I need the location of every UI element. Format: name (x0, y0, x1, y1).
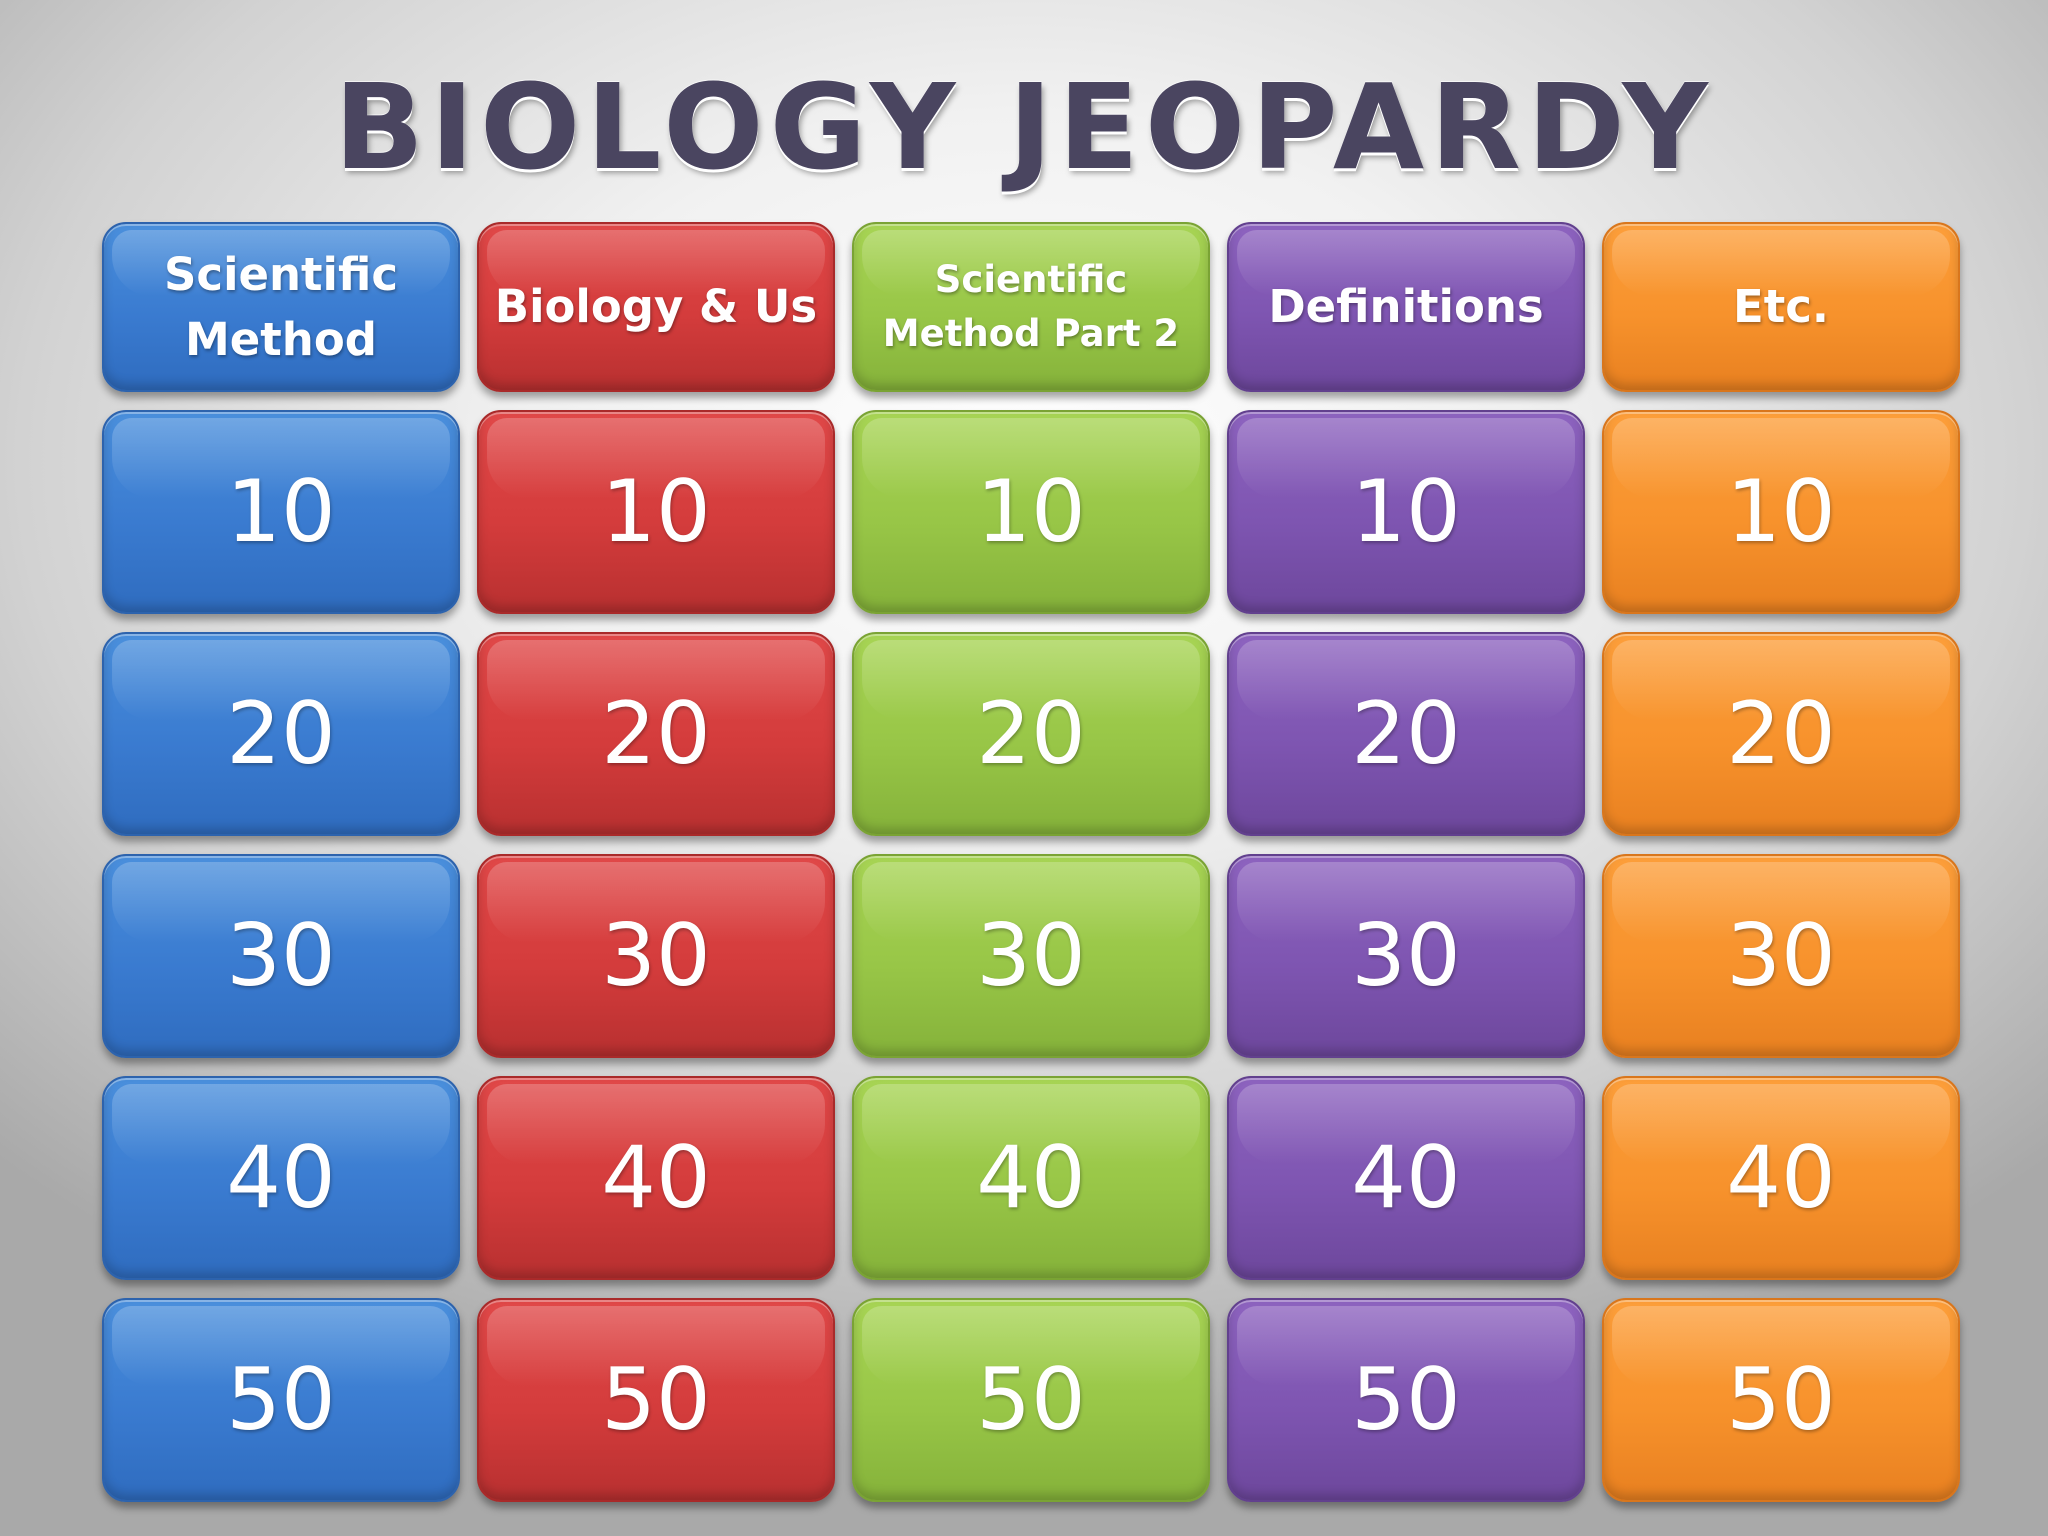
game-title: BIOLOGY JEOPARDY (334, 58, 1714, 196)
question-tile-scientific-method-part-2-10[interactable]: 10 (852, 410, 1210, 614)
category-header-biology-and-us[interactable]: Biology & Us (477, 222, 835, 392)
category-header-definitions[interactable]: Definitions (1227, 222, 1585, 392)
point-value: 30 (1351, 906, 1461, 1006)
question-tile-definitions-20[interactable]: 20 (1227, 632, 1585, 836)
point-value: 50 (1726, 1350, 1836, 1450)
question-tile-etc-10[interactable]: 10 (1602, 410, 1960, 614)
point-value: 30 (976, 906, 1086, 1006)
question-tile-biology-and-us-40[interactable]: 40 (477, 1076, 835, 1280)
question-tile-biology-and-us-10[interactable]: 10 (477, 410, 835, 614)
category-header-etc[interactable]: Etc. (1602, 222, 1960, 392)
point-value: 10 (1726, 462, 1836, 562)
question-tile-scientific-method-part-2-50[interactable]: 50 (852, 1298, 1210, 1502)
category-label: Scientific Method Part 2 (882, 258, 1180, 355)
point-value: 10 (226, 462, 336, 562)
category-header-scientific-method-part-2[interactable]: Scientific Method Part 2 (852, 222, 1210, 392)
point-value: 50 (976, 1350, 1086, 1450)
question-tile-definitions-30[interactable]: 30 (1227, 854, 1585, 1058)
question-tile-etc-30[interactable]: 30 (1602, 854, 1960, 1058)
category-label: Definitions (1268, 280, 1544, 334)
point-value: 50 (601, 1350, 711, 1450)
point-value: 40 (226, 1128, 336, 1228)
point-value: 40 (601, 1128, 711, 1228)
question-tile-biology-and-us-30[interactable]: 30 (477, 854, 835, 1058)
point-value: 20 (601, 684, 711, 784)
question-tile-definitions-40[interactable]: 40 (1227, 1076, 1585, 1280)
point-value: 40 (1351, 1128, 1461, 1228)
question-tile-scientific-method-30[interactable]: 30 (102, 854, 460, 1058)
question-tile-scientific-method-10[interactable]: 10 (102, 410, 460, 614)
point-value: 10 (601, 462, 711, 562)
question-tile-biology-and-us-20[interactable]: 20 (477, 632, 835, 836)
point-value: 20 (1726, 684, 1836, 784)
question-tile-scientific-method-20[interactable]: 20 (102, 632, 460, 836)
point-value: 40 (976, 1128, 1086, 1228)
question-tile-definitions-10[interactable]: 10 (1227, 410, 1585, 614)
point-value: 40 (1726, 1128, 1836, 1228)
question-tile-scientific-method-part-2-30[interactable]: 30 (852, 854, 1210, 1058)
category-label: Biology & Us (494, 280, 818, 334)
question-tile-etc-50[interactable]: 50 (1602, 1298, 1960, 1502)
question-tile-biology-and-us-50[interactable]: 50 (477, 1298, 835, 1502)
question-tile-scientific-method-40[interactable]: 40 (102, 1076, 460, 1280)
question-tile-scientific-method-50[interactable]: 50 (102, 1298, 460, 1502)
question-tile-definitions-50[interactable]: 50 (1227, 1298, 1585, 1502)
point-value: 30 (226, 906, 336, 1006)
point-value: 50 (1351, 1350, 1461, 1450)
question-tile-etc-20[interactable]: 20 (1602, 632, 1960, 836)
question-tile-etc-40[interactable]: 40 (1602, 1076, 1960, 1280)
question-tile-scientific-method-part-2-20[interactable]: 20 (852, 632, 1210, 836)
point-value: 30 (1726, 906, 1836, 1006)
category-label: Scientific Method (163, 247, 399, 366)
point-value: 10 (976, 462, 1086, 562)
point-value: 30 (601, 906, 711, 1006)
point-value: 10 (1351, 462, 1461, 562)
point-value: 50 (226, 1350, 336, 1450)
question-tile-scientific-method-part-2-40[interactable]: 40 (852, 1076, 1210, 1280)
category-header-scientific-method[interactable]: Scientific Method (102, 222, 460, 392)
point-value: 20 (1351, 684, 1461, 784)
point-value: 20 (226, 684, 336, 784)
point-value: 20 (976, 684, 1086, 784)
category-label: Etc. (1732, 280, 1830, 334)
jeopardy-board: Scientific Method Biology & Us Scientifi… (102, 222, 1962, 1502)
